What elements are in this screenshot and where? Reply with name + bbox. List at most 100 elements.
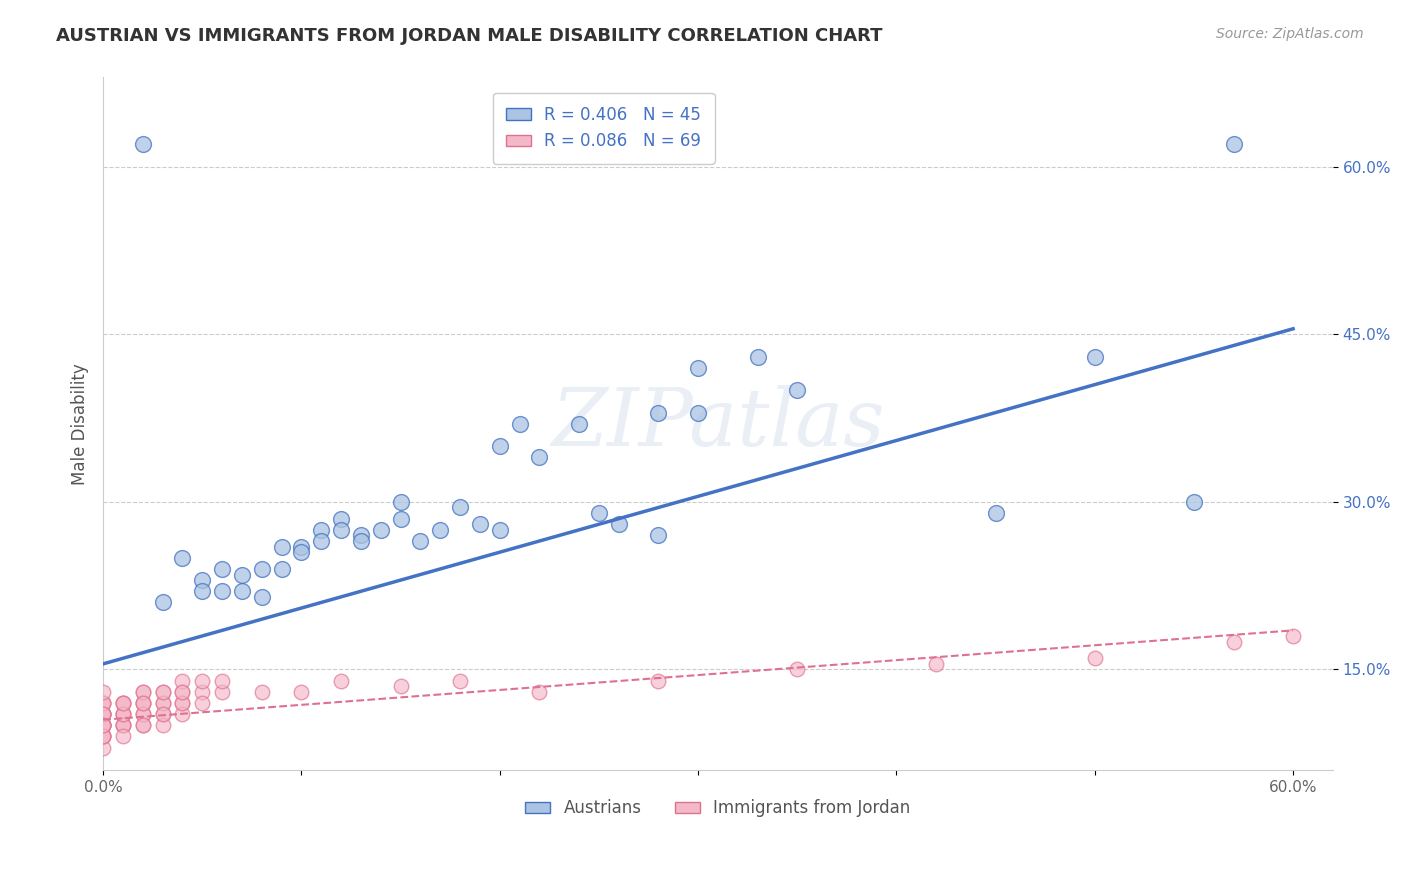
Point <box>330 673 353 688</box>
Text: ZIPatlas: ZIPatlas <box>551 385 884 462</box>
Point <box>191 584 214 599</box>
Point <box>111 696 134 710</box>
Point <box>152 718 174 732</box>
Point <box>132 685 155 699</box>
Point <box>647 405 669 419</box>
Point <box>231 584 253 599</box>
Point <box>389 511 412 525</box>
Point <box>152 685 174 699</box>
Point <box>111 718 134 732</box>
Point <box>111 718 134 732</box>
Point <box>91 696 114 710</box>
Point <box>231 567 253 582</box>
Point <box>290 545 312 559</box>
Point <box>152 696 174 710</box>
Point <box>111 718 134 732</box>
Point <box>984 506 1007 520</box>
Point <box>191 685 214 699</box>
Point <box>111 707 134 722</box>
Point <box>488 439 510 453</box>
Point <box>91 718 114 732</box>
Point <box>132 696 155 710</box>
Point <box>449 673 471 688</box>
Point <box>111 696 134 710</box>
Point <box>132 696 155 710</box>
Point <box>311 534 333 549</box>
Point <box>172 707 194 722</box>
Point <box>250 562 273 576</box>
Point <box>211 685 233 699</box>
Point <box>111 707 134 722</box>
Point <box>91 707 114 722</box>
Point <box>250 685 273 699</box>
Point <box>1282 629 1305 643</box>
Point <box>786 383 808 397</box>
Point <box>925 657 948 671</box>
Point <box>111 730 134 744</box>
Point <box>509 417 531 431</box>
Point <box>588 506 610 520</box>
Point <box>429 523 451 537</box>
Point <box>132 696 155 710</box>
Point <box>91 718 114 732</box>
Point <box>91 730 114 744</box>
Point <box>350 528 373 542</box>
Text: AUSTRIAN VS IMMIGRANTS FROM JORDAN MALE DISABILITY CORRELATION CHART: AUSTRIAN VS IMMIGRANTS FROM JORDAN MALE … <box>56 27 883 45</box>
Point <box>132 137 155 152</box>
Point <box>488 523 510 537</box>
Point <box>211 673 233 688</box>
Point <box>132 685 155 699</box>
Point <box>647 528 669 542</box>
Point <box>152 707 174 722</box>
Point <box>688 405 710 419</box>
Point <box>91 696 114 710</box>
Point <box>91 718 114 732</box>
Point <box>91 707 114 722</box>
Point <box>270 540 292 554</box>
Point <box>1182 495 1205 509</box>
Point <box>250 590 273 604</box>
Point <box>468 517 491 532</box>
Point <box>91 730 114 744</box>
Point <box>568 417 591 431</box>
Point <box>290 540 312 554</box>
Text: Source: ZipAtlas.com: Source: ZipAtlas.com <box>1216 27 1364 41</box>
Point <box>172 685 194 699</box>
Point <box>91 730 114 744</box>
Point <box>111 707 134 722</box>
Point <box>111 696 134 710</box>
Point <box>350 534 373 549</box>
Point <box>152 685 174 699</box>
Point <box>389 679 412 693</box>
Point <box>172 673 194 688</box>
Point <box>91 718 114 732</box>
Point <box>389 495 412 509</box>
Point <box>152 595 174 609</box>
Point <box>529 450 551 465</box>
Point <box>91 696 114 710</box>
Point <box>132 707 155 722</box>
Point <box>270 562 292 576</box>
Point <box>191 673 214 688</box>
Point <box>1084 350 1107 364</box>
Point <box>132 707 155 722</box>
Point <box>747 350 769 364</box>
Point <box>370 523 392 537</box>
Point <box>688 360 710 375</box>
Point <box>409 534 432 549</box>
Point <box>172 696 194 710</box>
Point <box>172 696 194 710</box>
Point <box>211 562 233 576</box>
Point <box>91 730 114 744</box>
Point <box>91 685 114 699</box>
Point <box>172 550 194 565</box>
Point <box>172 685 194 699</box>
Point <box>647 673 669 688</box>
Point <box>91 707 114 722</box>
Point <box>1222 137 1244 152</box>
Point <box>607 517 630 532</box>
Point <box>1222 634 1244 648</box>
Point <box>132 718 155 732</box>
Point <box>290 685 312 699</box>
Point <box>311 523 333 537</box>
